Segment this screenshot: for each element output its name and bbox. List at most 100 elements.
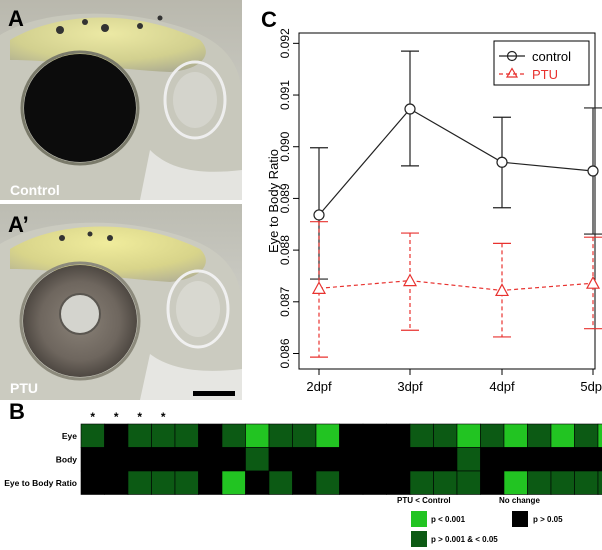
heatmap-cell <box>386 423 411 448</box>
heatmap-cell <box>104 470 129 495</box>
legend-control-marker <box>506 50 518 62</box>
heatmap-cell <box>221 470 246 495</box>
heatmap-cell <box>480 447 505 472</box>
legend-nochange-header: No change <box>499 496 540 505</box>
heatmap-legend: PTU < Control No change p < 0.001 p > 0.… <box>397 496 563 547</box>
heatmap-cell <box>480 470 505 495</box>
asterisk-markers: * * * * <box>90 410 166 424</box>
legend-ptu-marker <box>505 67 519 78</box>
data-point-control <box>313 209 325 221</box>
heatmap-cell <box>221 447 246 472</box>
x-tick-label: 2dpf <box>306 379 332 394</box>
heatmap-cell <box>503 447 528 472</box>
heatmap-cell <box>104 447 129 472</box>
heatmap-cell <box>174 470 199 495</box>
heatmap-cell <box>315 470 340 495</box>
legend-swatch-light <box>411 511 427 527</box>
heatmap-cell <box>503 470 528 495</box>
legend-p-dark: p > 0.001 & < 0.05 <box>431 535 498 544</box>
heatmap-cell <box>527 470 552 495</box>
heatmap-cell <box>245 470 270 495</box>
heatmap-cell <box>292 470 317 495</box>
heatmap-cell <box>315 447 340 472</box>
heatmap-cell <box>292 447 317 472</box>
heatmap-cell <box>339 423 364 448</box>
panel-a-prime-letter: A’ <box>8 212 29 237</box>
heatmap-cell <box>527 447 552 472</box>
series-line-control <box>318 108 594 216</box>
data-point-ptu <box>311 281 327 294</box>
data-point-control <box>404 103 416 115</box>
ptu-fish-photo <box>0 204 242 400</box>
panel-b-letter: B <box>9 400 25 424</box>
heatmap-cell <box>362 423 387 448</box>
heatmap-cell <box>174 447 199 472</box>
x-tick-label: 5dpf <box>580 379 602 394</box>
heatmap-cell <box>456 447 481 472</box>
y-tick-label: 0.092 <box>278 28 292 58</box>
heatmap-cell <box>550 447 575 472</box>
heatmap-cell <box>550 423 575 448</box>
heatmap-cell <box>386 470 411 495</box>
heatmap-cell <box>597 423 602 448</box>
heatmap-cell <box>362 470 387 495</box>
y-axis-label: Eye to Body Ratio <box>266 149 281 253</box>
heatmap-cell <box>409 470 434 495</box>
x-tick-label: 3dpf <box>397 379 423 394</box>
series-line-ptu <box>318 280 594 292</box>
y-tick-label: 0.089 <box>278 183 292 213</box>
legend-ptu-header: PTU < Control <box>397 496 451 505</box>
heatmap-cell <box>550 470 575 495</box>
y-axis: 0.086 0.087 0.088 0.089 0.090 0.091 0.092 <box>278 28 299 369</box>
x-tick-label: 4dpf <box>489 379 515 394</box>
data-point-ptu <box>494 283 510 297</box>
eye-body-ratio-chart: C 0.086 0.087 0.088 0.089 0.090 0.091 0.092 Ey… <box>261 7 602 394</box>
heatmap-cell <box>127 470 152 495</box>
heatmap-cell <box>574 470 599 495</box>
heatmap-cell <box>597 447 602 472</box>
heatmap-cell <box>268 470 293 495</box>
asterisk-marker: * <box>90 410 95 424</box>
legend-p-light: p < 0.001 <box>431 515 466 524</box>
heatmap-cell <box>527 423 552 448</box>
heatmap-cell <box>386 447 411 472</box>
x-axis: 2dpf 3dpf 4dpf 5dpf <box>306 369 602 394</box>
heatmap-cell <box>198 423 223 448</box>
asterisk-marker: * <box>137 410 142 424</box>
heatmap-cell <box>245 423 270 448</box>
heatmap-cell <box>268 447 293 472</box>
row-label: Eye to Body Ratio <box>4 478 77 488</box>
plot-frame <box>298 32 596 370</box>
y-tick-label: 0.090 <box>278 131 292 161</box>
asterisk-marker: * <box>161 410 166 424</box>
heatmap-cell <box>151 470 176 495</box>
asterisk-marker: * <box>114 410 119 424</box>
row-labels: Eye Body Eye to Body Ratio <box>4 431 77 488</box>
heatmap-cell <box>245 447 270 472</box>
heatmap-cell <box>315 423 340 448</box>
heatmap-cell <box>198 470 223 495</box>
row-label: Body <box>56 454 78 464</box>
heatmap-cell <box>362 447 387 472</box>
data-point-ptu <box>585 275 601 289</box>
heatmap-cell <box>104 423 129 448</box>
heatmap-cell <box>433 423 458 448</box>
ptu-label: PTU <box>10 380 38 396</box>
heatmap-cell <box>80 470 105 495</box>
heatmap-cell <box>456 423 481 448</box>
data-point-ptu <box>402 273 418 287</box>
heatmap-cell <box>339 447 364 472</box>
heatmap-cell <box>480 423 505 448</box>
legend-control-label: control <box>532 49 571 64</box>
heatmap-cell <box>80 423 105 448</box>
heatmap-cell <box>127 447 152 472</box>
panel-a-letter: A <box>8 6 24 31</box>
y-tick-label: 0.091 <box>278 80 292 110</box>
legend-swatch-black <box>512 511 528 527</box>
heatmap-cell <box>574 447 599 472</box>
heatmap-cell <box>80 447 105 472</box>
legend-swatch-dark <box>411 531 427 547</box>
legend-box <box>493 40 590 86</box>
legend-ptu-label: PTU <box>532 67 558 82</box>
heatmap-cell <box>503 423 528 448</box>
